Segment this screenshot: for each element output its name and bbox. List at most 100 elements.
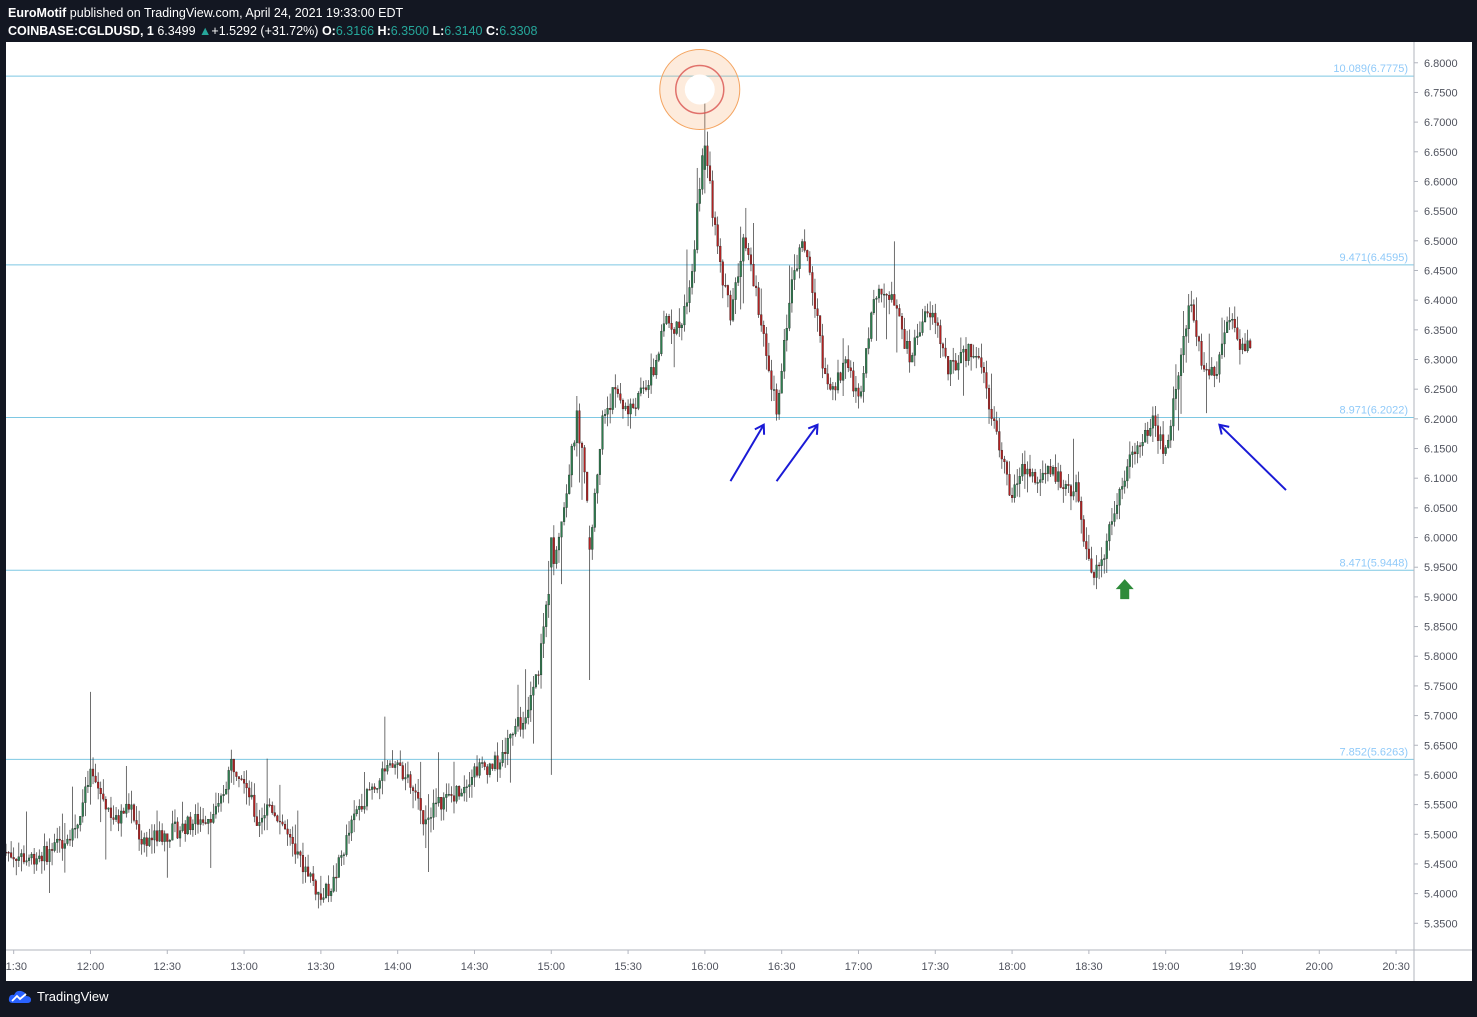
- candle: [813, 278, 817, 318]
- candle: [898, 304, 901, 317]
- candle: [1016, 469, 1019, 497]
- candle: [481, 756, 484, 769]
- candle: [130, 790, 133, 824]
- candle-body: [209, 818, 212, 823]
- candle: [801, 238, 804, 253]
- candle: [1095, 555, 1098, 590]
- candle: [637, 391, 640, 411]
- candle: [575, 396, 578, 457]
- candle-body: [847, 359, 850, 368]
- candle-body: [173, 821, 177, 824]
- candle: [826, 364, 829, 390]
- candle: [452, 761, 456, 814]
- candle-body: [819, 315, 822, 336]
- candle-body: [276, 815, 279, 822]
- candle-body: [706, 145, 709, 166]
- candle-body: [698, 189, 701, 204]
- candle: [998, 417, 1001, 458]
- candle-body: [977, 356, 980, 358]
- candle-body: [1046, 466, 1049, 474]
- candle: [1054, 454, 1057, 484]
- candle-body: [688, 287, 691, 303]
- symbol-name[interactable]: COINBASE:CGLDUSD, 1: [8, 24, 154, 38]
- candle-body: [20, 853, 23, 857]
- candle-body: [650, 367, 653, 386]
- candle-body: [685, 302, 689, 307]
- candle: [708, 151, 712, 184]
- candle-body: [975, 356, 978, 358]
- candle: [120, 804, 123, 837]
- candle-body: [757, 287, 760, 315]
- candle: [560, 521, 563, 585]
- candle: [355, 805, 358, 817]
- candle-body: [102, 793, 105, 800]
- price-tick-label: 6.6500: [1424, 147, 1458, 159]
- candle-body: [345, 835, 348, 855]
- candle-body: [266, 804, 269, 816]
- candle-body: [168, 840, 171, 842]
- open-value: 6.3166: [335, 24, 375, 38]
- candle-body: [427, 817, 430, 820]
- candle: [301, 842, 305, 884]
- candle: [222, 784, 225, 803]
- candle-body: [17, 856, 20, 861]
- candle-body: [301, 855, 305, 873]
- footer-brand[interactable]: TradingView: [37, 989, 109, 1004]
- candle: [455, 785, 458, 804]
- blue-arrow-1: [729, 424, 765, 482]
- candle: [652, 358, 655, 377]
- candle: [158, 821, 161, 842]
- candle: [1021, 453, 1024, 482]
- chart-area[interactable]: 10.089(6.7775) 9.471(6.4595) 8.971(6.2022)…: [6, 42, 1472, 981]
- candle: [294, 824, 297, 864]
- candle: [504, 737, 507, 768]
- candle: [440, 796, 443, 821]
- candle-body: [739, 260, 742, 277]
- candle: [1008, 461, 1011, 496]
- tradingview-cloud-icon[interactable]: [8, 990, 32, 1004]
- candle-body: [964, 349, 968, 361]
- candle-body: [143, 837, 146, 845]
- candle: [875, 296, 878, 341]
- candle-body: [883, 293, 886, 296]
- price-tick-label: 6.4500: [1424, 265, 1458, 277]
- candle: [501, 739, 504, 767]
- candle-body: [153, 830, 156, 841]
- time-tick-label: 17:30: [922, 961, 950, 973]
- candle: [1149, 418, 1152, 437]
- candle-body: [824, 368, 827, 374]
- candle: [557, 532, 561, 563]
- candle: [1179, 348, 1183, 414]
- candle-body: [1131, 451, 1134, 455]
- candle: [673, 327, 676, 368]
- candle: [145, 831, 148, 857]
- candle: [716, 216, 719, 255]
- candle: [473, 763, 476, 787]
- price-tick-label: 6.2500: [1424, 384, 1458, 396]
- candle-body: [731, 299, 735, 321]
- author-name[interactable]: EuroMotif: [8, 6, 67, 20]
- candles: [6, 80, 1252, 909]
- candle: [836, 359, 840, 394]
- candle: [586, 471, 589, 503]
- candle-body: [619, 393, 622, 401]
- candle: [58, 826, 61, 853]
- candle: [542, 612, 545, 659]
- candle: [1220, 317, 1224, 359]
- candle: [1200, 333, 1203, 370]
- candle: [450, 786, 453, 803]
- candlestick-chart[interactable]: 10.089(6.7775) 9.471(6.4595) 8.971(6.2022)…: [6, 42, 1472, 981]
- candle-body: [662, 323, 665, 332]
- candle-body: [601, 415, 604, 450]
- candle: [447, 783, 450, 797]
- candle-body: [263, 815, 266, 819]
- candle-body: [437, 797, 440, 804]
- price-tick-label: 5.8000: [1424, 651, 1458, 663]
- price-tick-label: 6.6000: [1424, 176, 1458, 188]
- candle: [834, 382, 837, 401]
- footer: TradingView: [8, 989, 109, 1004]
- candle: [1105, 533, 1108, 574]
- candle: [1174, 364, 1177, 411]
- candle: [547, 560, 550, 618]
- candle-body: [529, 695, 532, 711]
